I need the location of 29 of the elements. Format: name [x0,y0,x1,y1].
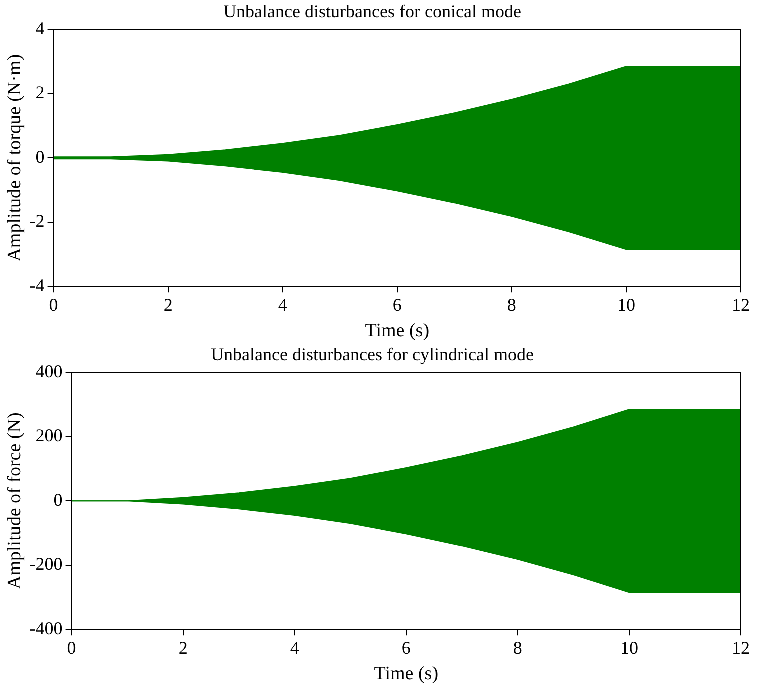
x-tick-label: 6 [392,295,402,316]
y-axis-title: Amplitude of torque (N·m) [4,54,26,262]
chart-title: Unbalance disturbances for conical mode [224,2,522,22]
x-tick-label: 4 [278,295,288,316]
y-tick-label: -200 [30,554,63,574]
x-tick-label: 8 [513,638,522,658]
y-tick-label: -2 [30,211,45,232]
y-tick-label: 0 [36,146,45,167]
x-tick-label: 4 [290,638,300,658]
x-tick-label: 6 [402,638,411,658]
x-tick-label: 0 [67,638,76,658]
y-tick-label: 0 [54,490,63,510]
y-tick-label: 200 [36,426,63,446]
y-tick-label: 4 [36,18,45,38]
y-tick-label: 400 [36,361,63,382]
x-axis-title: Time (s) [365,320,430,342]
x-tick-label: 10 [617,295,636,316]
x-tick-label: 2 [164,295,173,316]
x-tick-label: 12 [732,638,750,658]
chart-title: Unbalance disturbances for cylindrical mode [211,344,534,365]
y-tick-label: -400 [30,618,63,638]
x-axis-title: Time (s) [374,664,439,685]
x-tick-label: 8 [507,295,516,316]
y-axis-title: Amplitude of force (N) [4,412,26,590]
y-tick-label: -4 [30,275,45,296]
x-tick-label: 2 [178,638,188,658]
x-tick-label: 12 [732,295,750,316]
x-tick-label: 10 [620,638,638,658]
y-tick-label: 2 [36,82,45,103]
